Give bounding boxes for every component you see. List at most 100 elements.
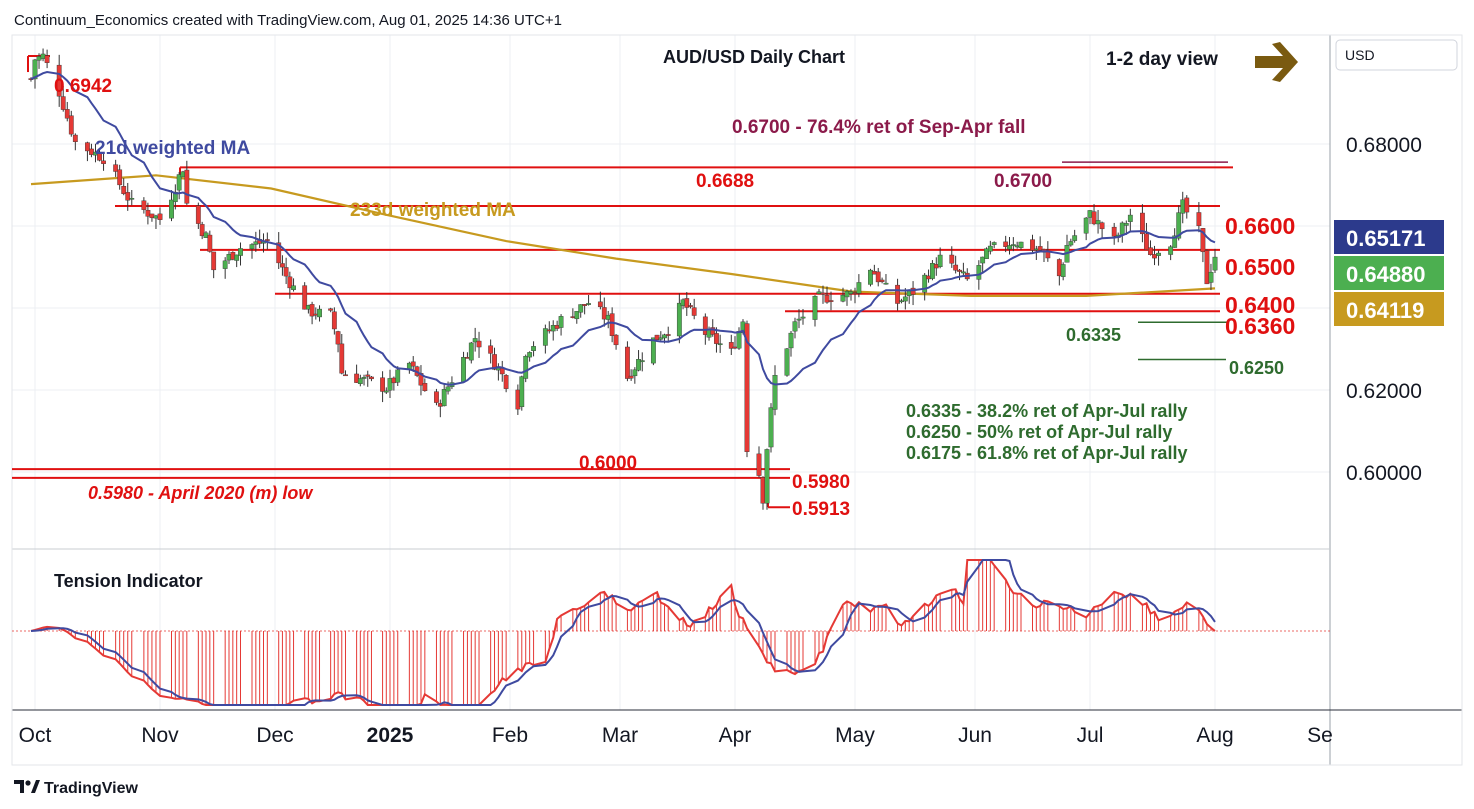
candle-up — [800, 316, 806, 319]
candle-down — [264, 239, 270, 241]
currency-button[interactable]: USD — [1335, 39, 1458, 71]
candle-down — [280, 263, 285, 268]
candle-down — [1140, 212, 1145, 235]
candle-up — [238, 248, 243, 256]
candle-up — [930, 263, 935, 279]
candle-up — [441, 389, 447, 407]
x-tick-2025: 2025 — [367, 724, 414, 747]
candle-down — [422, 383, 428, 392]
candle-up — [1156, 252, 1161, 256]
candle-up — [922, 274, 928, 293]
candle-up — [578, 304, 584, 313]
candle-down — [60, 96, 66, 110]
candle-up — [1119, 222, 1125, 235]
support-resistance-lines — [12, 55, 1233, 509]
candle-down — [953, 264, 959, 271]
x-tick-feb: Feb — [492, 724, 528, 747]
candle-up — [291, 285, 296, 290]
chart-title: AUD/USD Daily Chart — [663, 47, 845, 67]
candle-up — [527, 352, 533, 358]
candle-up — [1176, 212, 1182, 239]
candle-down — [1200, 228, 1206, 253]
ma21-legend: 21d weighted MA — [95, 138, 250, 159]
candle-down — [628, 375, 634, 379]
candle-down — [1144, 233, 1149, 251]
fib-note: 0.6700 - 76.4% ret of Sep-Apr fall — [732, 117, 1026, 138]
candle-down — [582, 304, 588, 306]
candle-down — [207, 234, 213, 252]
candle-down — [1030, 239, 1035, 251]
candle-up — [772, 375, 778, 410]
candle-up — [153, 215, 159, 219]
tension-indicator-plot — [12, 559, 1330, 707]
candle-down — [1152, 254, 1157, 259]
candle-down — [335, 331, 341, 345]
candle-down — [702, 316, 708, 335]
candle-down — [714, 333, 719, 344]
candle-up — [1127, 214, 1133, 222]
candle-up — [395, 369, 401, 383]
candle-up — [883, 282, 889, 285]
candle-down — [380, 377, 385, 392]
candle-up — [1010, 244, 1016, 246]
y-tick-0.68: 0.68000 — [1346, 134, 1422, 157]
candle-up — [840, 294, 846, 302]
candle-up — [868, 269, 873, 285]
candle-down — [601, 307, 607, 320]
candle-down — [1003, 241, 1009, 247]
candle-up — [1180, 199, 1186, 214]
candle-up — [531, 346, 536, 351]
candle-up — [784, 348, 790, 376]
candle-up — [1072, 235, 1078, 241]
y-tick-0.60: 0.60000 — [1346, 462, 1422, 485]
candle-down — [64, 109, 70, 119]
level-label-0.6360: 0.6360 — [1225, 313, 1295, 339]
candle-down — [97, 153, 102, 161]
x-tick-aug: Aug — [1196, 724, 1233, 747]
x-tick-nov: Nov — [141, 724, 179, 747]
candle-up — [856, 282, 862, 294]
candle-up — [844, 290, 850, 298]
candle-down — [609, 313, 615, 336]
candle-up — [574, 311, 580, 320]
candle-up — [1068, 241, 1074, 246]
candle-down — [691, 307, 697, 316]
candle-up — [523, 355, 529, 379]
candle-up — [361, 377, 367, 379]
candle-up — [736, 331, 742, 349]
candle-up — [937, 254, 943, 268]
candle-down — [879, 279, 885, 282]
candle-down — [895, 284, 900, 304]
candle-up — [1212, 256, 1218, 271]
candle-down — [613, 334, 619, 346]
candle-up — [636, 359, 641, 371]
candle-down — [1148, 247, 1153, 255]
candle-up — [1060, 264, 1066, 277]
candle-up — [768, 407, 774, 448]
candle-down — [365, 374, 371, 377]
ma21-path — [30, 70, 1216, 386]
candle-down — [665, 334, 671, 336]
retracement-note-1: 0.6335 - 38.2% ret of Apr-Jul rally — [906, 401, 1187, 421]
candle-down — [732, 346, 738, 349]
candle-up — [632, 369, 638, 377]
badge-ma21: 0.65171 — [1334, 220, 1444, 254]
x-tick-jul: Jul — [1077, 724, 1104, 747]
level-label-0.6700: 0.6700 — [994, 171, 1052, 192]
candle-up — [1018, 241, 1024, 248]
candle-up — [792, 321, 798, 332]
candle-down — [121, 186, 127, 194]
level-label-0.6688: 0.6688 — [696, 171, 754, 192]
candle-up — [639, 360, 645, 363]
candle-down — [283, 267, 289, 277]
candle-down — [89, 148, 94, 155]
candle-up — [176, 174, 182, 191]
candle-down — [141, 200, 147, 210]
x-tick-sep: Se — [1307, 724, 1333, 747]
candle-down — [125, 192, 131, 201]
candle-down — [760, 477, 766, 504]
tradingview-logo-icon — [14, 780, 40, 793]
candle-up — [445, 386, 451, 392]
candle-up — [32, 59, 38, 80]
